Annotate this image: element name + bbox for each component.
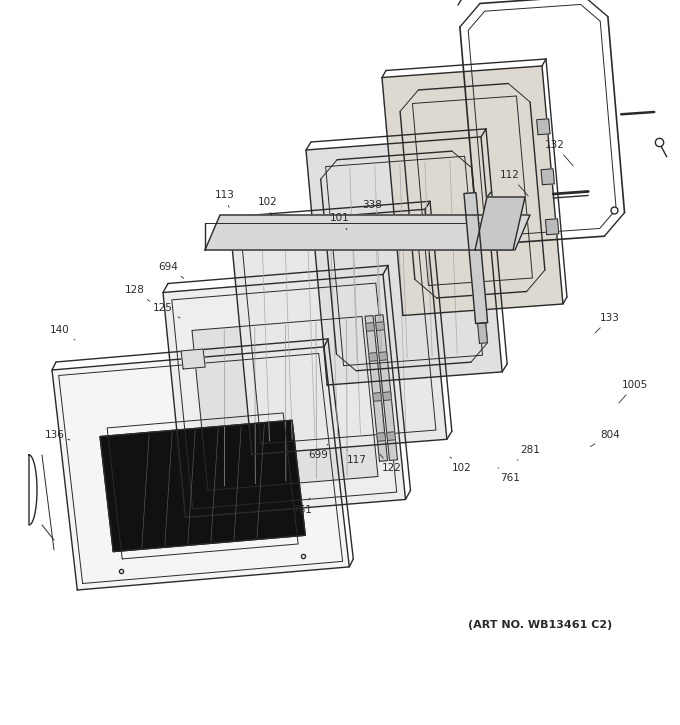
Polygon shape [375, 322, 384, 331]
Text: 694: 694 [158, 262, 184, 278]
Text: 1005: 1005 [619, 380, 648, 403]
Polygon shape [477, 323, 488, 344]
Text: 128: 128 [125, 285, 150, 302]
Polygon shape [537, 119, 550, 135]
Polygon shape [230, 210, 447, 455]
Polygon shape [373, 393, 381, 401]
Text: 761: 761 [292, 498, 312, 515]
Polygon shape [192, 317, 378, 490]
Text: 113: 113 [215, 190, 235, 207]
Polygon shape [52, 347, 350, 590]
Text: 804: 804 [590, 430, 620, 447]
Polygon shape [379, 352, 388, 360]
Text: 102: 102 [258, 197, 278, 215]
Polygon shape [366, 323, 375, 331]
Text: 132: 132 [545, 140, 573, 166]
Text: 112: 112 [500, 170, 528, 196]
Text: 699: 699 [308, 444, 328, 460]
Polygon shape [365, 315, 388, 461]
Polygon shape [475, 197, 525, 250]
Text: 133: 133 [595, 313, 620, 333]
Text: 761: 761 [498, 468, 520, 483]
Polygon shape [387, 432, 396, 441]
Polygon shape [205, 215, 530, 250]
Polygon shape [464, 193, 488, 323]
Text: 122: 122 [380, 454, 402, 473]
Polygon shape [181, 349, 205, 369]
Polygon shape [545, 219, 559, 235]
Text: 101: 101 [330, 213, 350, 230]
Text: (ART NO. WB13461 C2): (ART NO. WB13461 C2) [468, 620, 612, 630]
Polygon shape [163, 275, 405, 518]
Polygon shape [541, 169, 554, 185]
Polygon shape [100, 420, 305, 552]
Text: 136: 136 [45, 430, 70, 440]
Text: 125: 125 [153, 303, 180, 318]
Polygon shape [383, 392, 392, 400]
Polygon shape [369, 352, 377, 361]
Polygon shape [375, 315, 398, 460]
Text: 281: 281 [517, 445, 540, 460]
Text: 338: 338 [362, 200, 382, 215]
Text: 117: 117 [347, 450, 367, 465]
Polygon shape [377, 433, 386, 442]
Polygon shape [382, 66, 563, 315]
Polygon shape [306, 137, 502, 385]
Text: 102: 102 [450, 457, 472, 473]
Text: 140: 140 [50, 325, 75, 340]
